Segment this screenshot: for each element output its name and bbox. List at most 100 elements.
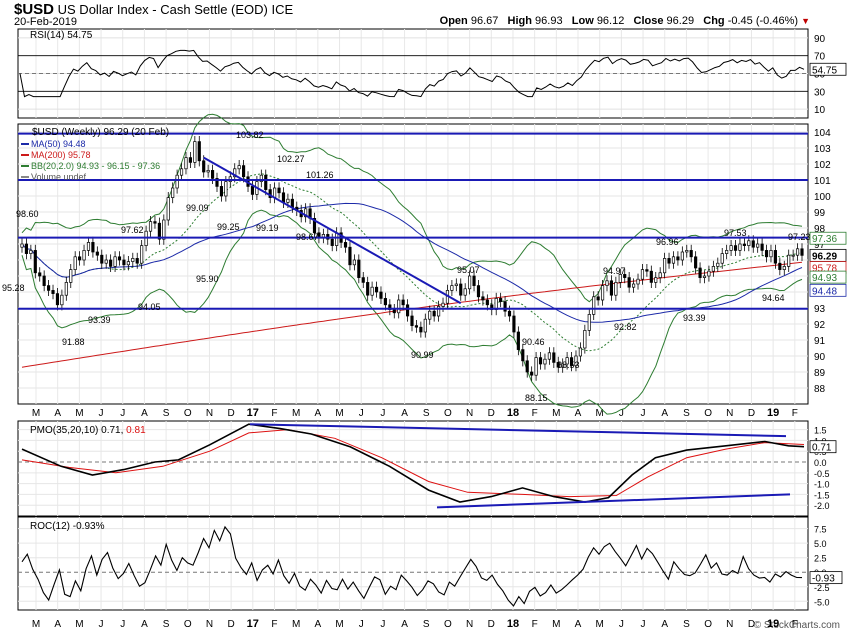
roc-tick-label: -2.5: [814, 583, 830, 593]
candle-body: [791, 254, 795, 257]
price-annotation: 99.25: [217, 222, 240, 232]
candle-body: [782, 266, 786, 270]
month-tick-label: A: [54, 619, 61, 630]
chart-title: $USD US Dollar Index - Cash Settle (EOD)…: [14, 1, 293, 18]
candle-body: [352, 259, 356, 266]
close-label: Close: [633, 15, 664, 27]
panel-frame-price: [17, 123, 809, 405]
candle-body: [441, 302, 445, 307]
candle-body: [463, 288, 467, 296]
roc-tick-label: 5.0: [814, 539, 827, 549]
legend-entry: BB(20,2.0) 94.93 - 96.15 - 97.36: [31, 161, 160, 171]
candle-body: [459, 283, 463, 296]
price-annotation: 99.19: [256, 223, 279, 233]
candle-body: [592, 296, 596, 315]
bollinger-upper: [21, 113, 803, 303]
candle-body: [534, 357, 538, 376]
candle-body: [760, 243, 764, 251]
candle-body: [507, 310, 512, 317]
candle-body: [428, 310, 432, 320]
low-label: Low: [571, 15, 594, 27]
month-tick-label: F: [792, 408, 798, 419]
candle-body: [521, 349, 525, 362]
month-tick-label: D: [228, 408, 235, 419]
month-tick-label: M: [292, 408, 300, 419]
price-tick-label: 88: [814, 384, 826, 395]
price-annotation: 102.27: [277, 154, 305, 164]
candle-body: [720, 253, 724, 264]
price-tag: [809, 231, 847, 245]
candle-body: [764, 250, 769, 258]
candle-body: [286, 198, 290, 203]
candle-body: [259, 174, 263, 182]
candle-body: [233, 168, 237, 178]
chart-date: 20-Feb-2019: [14, 16, 77, 28]
candle-body: [742, 243, 746, 246]
rsi-title: RSI(14) 54.75: [30, 30, 93, 41]
month-tick-label: A: [401, 408, 408, 419]
month-tick-label: O: [444, 619, 452, 630]
candle-body: [210, 170, 215, 179]
price-tag-value: 94.48: [812, 286, 837, 297]
month-tick-label: 18: [507, 407, 519, 419]
candle-body: [38, 272, 42, 277]
candle-body: [499, 298, 503, 302]
price-annotation: 97.23: [788, 232, 811, 242]
candle-body: [95, 251, 99, 256]
candle-body: [175, 174, 179, 189]
symbol: $USD: [14, 1, 55, 18]
price-annotation: 91.88: [62, 337, 85, 347]
candle-body: [410, 315, 414, 326]
candle-body: [42, 275, 46, 286]
candle-body: [304, 208, 308, 218]
candle-body: [729, 245, 733, 251]
candle-body: [565, 357, 569, 365]
candle-body: [122, 259, 126, 266]
bollinger-lower: [21, 209, 803, 415]
candle-body: [197, 141, 201, 162]
candle-body: [543, 358, 547, 365]
candle-body: [224, 181, 228, 197]
price-annotation: 98.60: [16, 209, 39, 219]
candle-body: [55, 293, 60, 306]
price-annotation: 93.39: [88, 315, 111, 325]
month-tick-label: J: [359, 408, 364, 419]
rsi-tick-label: 90: [814, 34, 826, 45]
candle-body: [574, 355, 578, 366]
month-tick-label: F: [271, 619, 277, 630]
price-tick-label: 102: [814, 160, 831, 171]
candle-body: [357, 259, 361, 278]
candle-body: [623, 274, 627, 278]
pmo-tick-label: 1.5: [814, 426, 827, 436]
candle-body: [725, 250, 729, 254]
month-tick-label: 19: [767, 407, 779, 419]
watermark: © StockCharts.com: [753, 620, 840, 631]
roc-last-value: -0.93: [812, 574, 835, 585]
candle-body: [419, 326, 423, 333]
candle-body: [658, 272, 662, 278]
month-tick-label: M: [32, 408, 40, 419]
month-tick-label: 19: [767, 618, 779, 630]
candle-body: [193, 141, 197, 163]
candle-body: [148, 221, 153, 232]
price-title: $USD (Weekly) 96.29 (20 Feb): [32, 127, 169, 138]
candle-body: [47, 285, 51, 291]
month-tick-label: J: [99, 619, 104, 630]
month-tick-label: D: [228, 619, 235, 630]
candle-body: [530, 371, 534, 376]
month-tick-label: J: [619, 619, 624, 630]
candle-body: [671, 256, 676, 264]
bollinger-mid: [21, 173, 803, 352]
candle-body: [636, 278, 640, 285]
price-tick-label: 99: [814, 208, 826, 219]
month-tick-label: M: [335, 408, 343, 419]
candle-body: [751, 240, 755, 248]
candle-body: [667, 258, 671, 264]
open-label: Open: [439, 15, 468, 27]
ma50-line: [21, 202, 803, 323]
candle-body: [600, 285, 605, 301]
candle-body: [290, 198, 294, 208]
candle-body: [645, 269, 649, 272]
exchange: ICE: [271, 2, 294, 17]
candle-body: [476, 285, 481, 298]
